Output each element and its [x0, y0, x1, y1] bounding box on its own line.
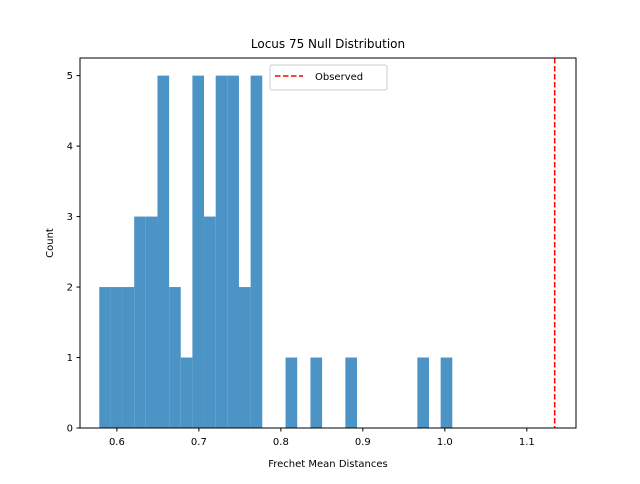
y-axis-ticks: 0 1 2 3 4 5 — [67, 71, 80, 435]
bars-layer — [99, 75, 453, 428]
y-tick-label: 0 — [67, 424, 73, 435]
histogram-bar — [99, 287, 111, 428]
histogram-bar — [250, 75, 263, 428]
y-tick-label: 1 — [67, 353, 73, 364]
plot-area-frame — [79, 57, 577, 429]
x-tick-label: 0.9 — [355, 437, 371, 448]
x-tick-label: 0.7 — [191, 437, 207, 448]
histogram-bar — [215, 75, 228, 428]
y-tick-label: 5 — [67, 71, 73, 82]
histogram-bar — [145, 216, 158, 428]
histogram-bar — [440, 357, 453, 428]
histogram-bar — [180, 357, 193, 428]
histogram-bar — [204, 216, 216, 428]
histogram-bar — [345, 357, 358, 428]
histogram-bar — [227, 75, 239, 428]
histogram-bar — [122, 287, 135, 428]
x-tick-label: 0.6 — [109, 437, 125, 448]
histogram-bar — [285, 357, 298, 428]
x-tick-label: 1.1 — [519, 437, 535, 448]
chart-title: Locus 75 Null Distribution — [251, 37, 405, 51]
y-tick-label: 3 — [67, 212, 73, 223]
y-tick-label: 2 — [67, 283, 73, 294]
histogram-bar — [192, 75, 205, 428]
x-tick-label: 1.0 — [437, 437, 453, 448]
x-axis-label: Frechet Mean Distances — [268, 459, 388, 470]
legend-label-observed: Observed — [315, 72, 363, 83]
histogram-bar — [310, 357, 323, 428]
legend-box — [269, 64, 388, 91]
y-tick-label: 4 — [67, 142, 73, 153]
histogram-bar — [169, 287, 181, 428]
histogram-bar — [417, 357, 430, 428]
legend: Observed — [269, 64, 388, 91]
histogram-bar — [110, 287, 123, 428]
y-axis-label: Count — [45, 228, 56, 258]
x-tick-label: 0.8 — [273, 437, 289, 448]
histogram-bar — [134, 216, 146, 428]
histogram-bar — [238, 287, 251, 428]
x-axis-ticks: 0.6 0.7 0.8 0.9 1.0 1.1 — [109, 428, 535, 448]
histogram-bar — [157, 75, 170, 428]
